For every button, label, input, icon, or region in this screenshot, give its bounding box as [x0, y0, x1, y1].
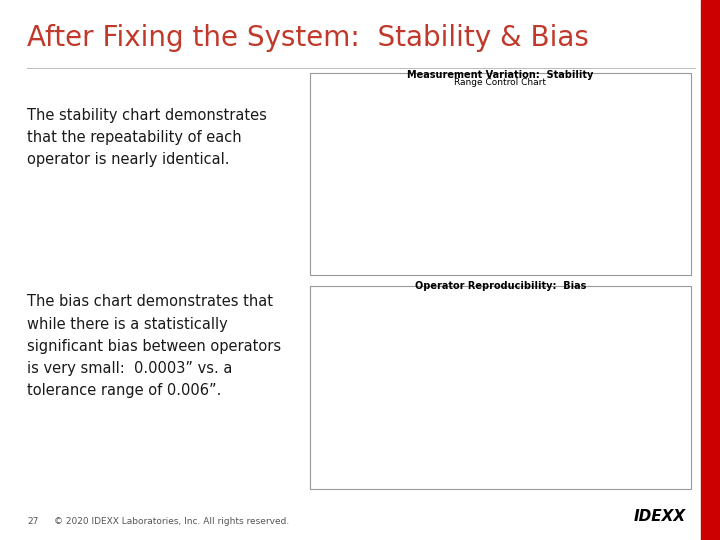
- Y-axis label: Average Range: Average Range: [325, 152, 333, 210]
- Text: After Fixing the System:  Stability & Bias: After Fixing the System: Stability & Bia…: [27, 24, 589, 52]
- Text: Operator Reproducibility:  Bias: Operator Reproducibility: Bias: [415, 280, 586, 291]
- Text: 27: 27: [27, 517, 39, 526]
- Text: The stability chart demonstrates
that the repeatability of each
operator is near: The stability chart demonstrates that th…: [27, 108, 267, 167]
- Text: Range Control Chart: Range Control Chart: [454, 78, 546, 87]
- Text: Measurement Variation:  Stability: Measurement Variation: Stability: [408, 70, 593, 80]
- Y-axis label: Product Average: Product Average: [325, 364, 334, 427]
- Text: The bias chart demonstrates that
while there is a statistically
significant bias: The bias chart demonstrates that while t…: [27, 294, 282, 398]
- Text: © 2020 IDEXX Laboratories, Inc. All rights reserved.: © 2020 IDEXX Laboratories, Inc. All righ…: [54, 517, 289, 526]
- Text: IDEXX: IDEXX: [634, 509, 685, 524]
